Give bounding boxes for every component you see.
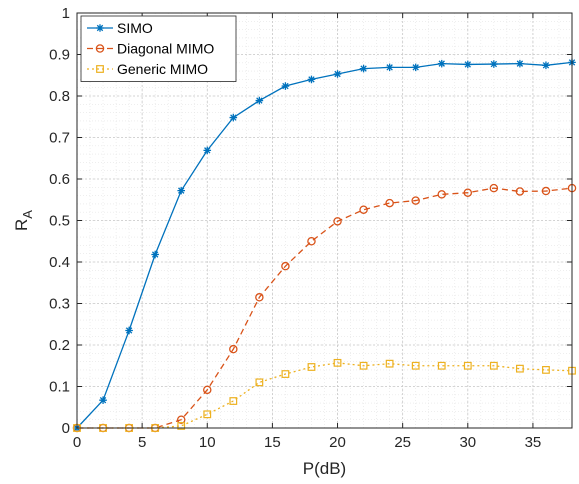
data-point (229, 344, 238, 354)
series-line (77, 187, 573, 429)
y-tick-label: 1 (62, 5, 70, 22)
y-axis-label-main: R (12, 219, 31, 231)
data-point (490, 60, 498, 68)
data-point (333, 70, 342, 78)
data-point (385, 63, 394, 72)
data-point (333, 217, 342, 226)
data-point (255, 293, 264, 302)
data-point (385, 198, 394, 208)
data-point (229, 397, 238, 405)
legend-label: Generic MIMO (117, 61, 208, 77)
data-point (281, 261, 290, 271)
series-line (77, 362, 573, 429)
y-tick-label: 0.9 (49, 47, 70, 64)
y-tick-label: 0.6 (49, 171, 70, 188)
data-point (177, 186, 186, 195)
y-tick-label: 0.7 (49, 130, 70, 147)
y-axis-label: RA (12, 210, 35, 231)
x-tick-label: 10 (199, 434, 216, 451)
x-tick-label: 35 (525, 434, 542, 451)
y-axis-ticks: 0 0.1 0.2 0.3 0.4 0.5 0.6 0.7 0.8 0.9 1 (49, 5, 572, 437)
legend-item: Diagonal MIMO (87, 41, 214, 57)
legend-marker (96, 65, 104, 73)
data-point (463, 60, 472, 69)
data-point (203, 410, 212, 419)
data-point (99, 396, 107, 404)
data-point (255, 96, 264, 105)
data-point (359, 205, 368, 214)
data-point (542, 366, 550, 374)
series-1 (73, 58, 576, 432)
data-point (385, 359, 394, 368)
data-point (411, 63, 420, 72)
legend-label: Diagonal MIMO (117, 41, 214, 57)
data-point (489, 183, 499, 193)
data-point (515, 187, 525, 196)
x-axis-label: P(dB) (303, 459, 346, 478)
data-point (177, 422, 186, 430)
legend-box (80, 15, 237, 82)
data-point (411, 361, 420, 370)
data-point (307, 363, 316, 371)
y-tick-label: 0.4 (49, 254, 70, 271)
y-axis-label-subscript: A (20, 210, 35, 219)
data-point (515, 364, 524, 373)
data-point (176, 415, 186, 424)
data-point (151, 250, 159, 259)
y-tick-label: 0 (62, 420, 70, 437)
data-point (516, 59, 524, 68)
y-tick-label: 0.5 (49, 213, 70, 230)
x-axis-ticks: 0 5 10 15 20 25 30 35 (73, 13, 541, 451)
data-point (437, 59, 446, 68)
data-point (463, 188, 473, 197)
data-point (281, 370, 290, 378)
series-line (76, 61, 573, 429)
data-point (307, 236, 316, 246)
data-point (203, 146, 212, 155)
x-tick-label: 30 (459, 434, 476, 451)
legend-item: SIMO (87, 20, 153, 36)
x-tick-label: 25 (394, 434, 411, 451)
data-point (125, 326, 133, 335)
y-tick-label: 0.2 (49, 337, 70, 354)
data-point (541, 186, 551, 196)
y-tick-label: 0.1 (49, 379, 70, 396)
data-point (437, 190, 446, 199)
data-point (307, 75, 316, 84)
data-point (411, 196, 420, 205)
data-point (281, 82, 290, 90)
legend-item: Generic MIMO (87, 61, 208, 77)
legend-label: SIMO (117, 20, 153, 36)
legend-marker (95, 44, 105, 53)
legend-marker (96, 24, 104, 32)
data-point (359, 64, 368, 73)
data-point (333, 358, 342, 367)
data-point (203, 385, 212, 395)
data-point (255, 378, 264, 387)
x-tick-label: 20 (329, 434, 346, 451)
data-point (463, 361, 472, 370)
data-point (489, 361, 498, 370)
data-point (542, 61, 550, 70)
series-layer (72, 58, 577, 433)
data-point (359, 361, 368, 370)
data-point (229, 113, 238, 122)
y-tick-label: 0.3 (49, 296, 70, 313)
legend: SIMO Diagonal MIMO Generic MIMO (80, 15, 237, 82)
x-tick-label: 5 (138, 434, 146, 451)
x-tick-label: 15 (264, 434, 281, 451)
x-tick-label: 0 (73, 434, 81, 451)
y-tick-label: 0.8 (49, 88, 70, 105)
data-point (437, 361, 446, 370)
